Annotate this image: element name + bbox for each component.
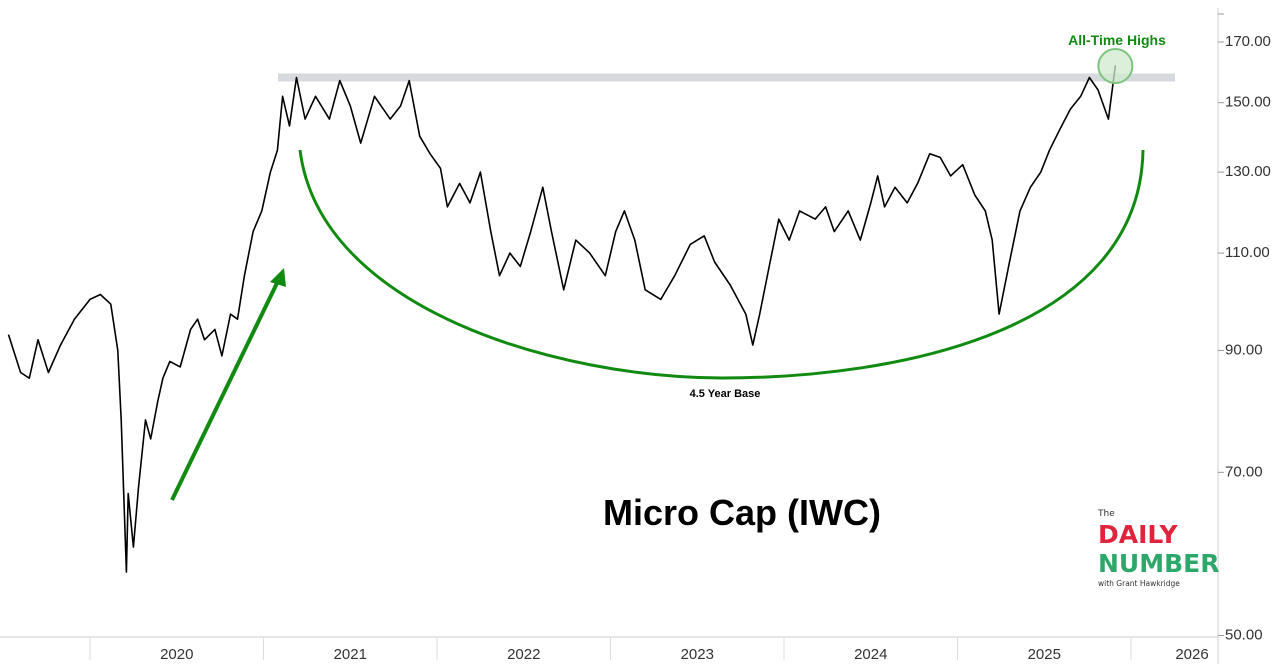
base-label: 4.5 Year Base [690,388,761,400]
chart-title: Micro Cap (IWC) [603,492,881,533]
logo-number: NUMBER [1098,549,1220,578]
x-tick-label: 2026 [1175,646,1208,663]
logo-the: The [1098,509,1115,519]
arrow-head [270,268,286,287]
y-tick-label: 90.00 [1225,341,1263,358]
arrow-shaft [170,278,281,501]
ath-label: All-Time Highs [1068,32,1166,48]
series-line-iwc [7,65,1117,573]
y-tick-label: 70.00 [1225,463,1263,480]
x-tick-label: 2021 [334,646,367,663]
ath-circle [1097,48,1134,84]
x-tick-label: 2023 [681,646,714,663]
logo-byline: with Grant Hawkridge [1098,579,1180,588]
x-tick-label: 2022 [507,646,540,663]
y-tick-label: 150.00 [1225,94,1271,111]
y-tick-label: 170.00 [1225,33,1271,50]
resistance-band [278,73,1175,82]
uptrend-arrow [170,268,286,501]
base-arc [298,149,1145,380]
x-tick-label: 2025 [1028,646,1061,663]
y-tick-label: 130.00 [1225,163,1271,180]
x-tick-label: 2024 [854,646,887,663]
y-tick-label: 50.00 [1225,627,1263,644]
daily-number-logo: The DAILY NUMBER with Grant Hawkridge [1098,508,1228,589]
logo-daily: DAILY [1098,520,1178,549]
x-tick-label: 2020 [160,646,193,663]
y-tick-label: 110.00 [1225,244,1270,261]
